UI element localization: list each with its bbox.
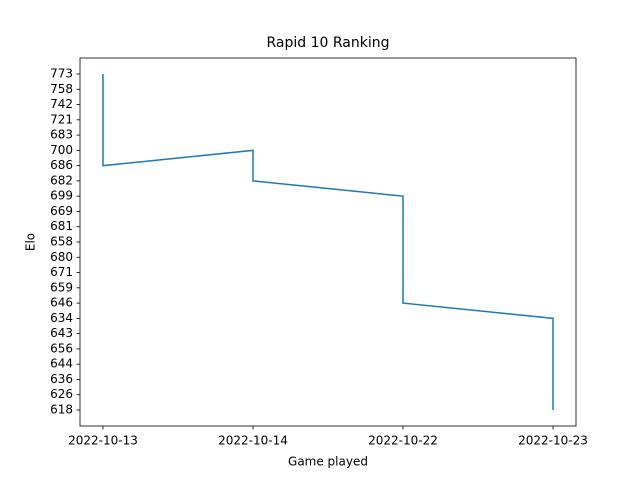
- data-line: [102, 74, 554, 410]
- y-tick-label: 659: [50, 280, 73, 294]
- y-tick-label: 758: [50, 82, 73, 96]
- y-tick-label: 671: [50, 265, 73, 279]
- y-tick-label: 742: [50, 97, 73, 111]
- y-tick-label: 658: [50, 235, 73, 249]
- y-tick-label: 656: [50, 341, 73, 355]
- y-tick-label: 681: [50, 219, 73, 233]
- y-tick-label: 669: [50, 204, 73, 218]
- y-tick-label: 683: [50, 128, 73, 142]
- chart-title: Rapid 10 Ranking: [266, 35, 389, 51]
- y-tick-label: 682: [50, 173, 73, 187]
- x-tick-label: 2022-10-13: [68, 434, 138, 448]
- x-tick-label: 2022-10-23: [518, 434, 588, 448]
- y-axis-label: Elo: [24, 233, 38, 251]
- y-tick-label: 646: [50, 296, 73, 310]
- y-tick-label: 636: [50, 372, 73, 386]
- y-tick-label: 721: [50, 112, 73, 126]
- y-tick-label: 699: [50, 189, 73, 203]
- y-tick-label: 644: [50, 357, 73, 371]
- y-tick-label: 626: [50, 387, 73, 401]
- x-axis-label: Game played: [288, 455, 368, 469]
- y-tick-label: 634: [50, 311, 73, 325]
- y-tick-label: 700: [50, 143, 73, 157]
- y-tick-label: 618: [50, 403, 73, 417]
- y-tick-label: 643: [50, 326, 73, 340]
- y-tick-label: 680: [50, 250, 73, 264]
- y-tick-label: 773: [50, 67, 73, 81]
- x-tick-label: 2022-10-14: [218, 434, 288, 448]
- x-tick-label: 2022-10-22: [368, 434, 438, 448]
- y-tick-label: 686: [50, 158, 73, 172]
